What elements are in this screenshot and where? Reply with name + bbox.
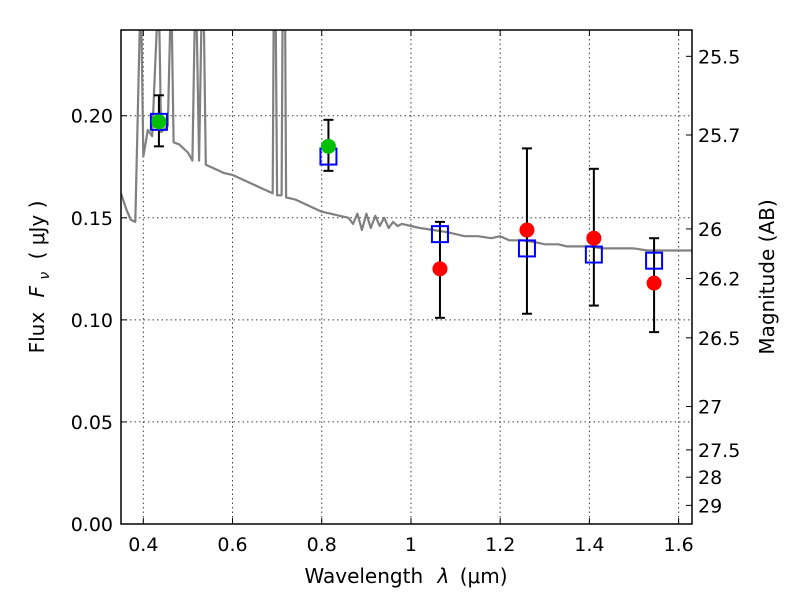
model-flux-square xyxy=(584,245,603,264)
tick-layer: 0.4 0.6 0.8 1 1.2 1.4 1.6 0.00 0.05 0.10 0.15 0.20 2… xyxy=(71,30,740,556)
model-flux-square xyxy=(517,239,536,258)
magnitude-tick-label: 25.7 xyxy=(698,125,740,147)
x-tick-label: 1.2 xyxy=(485,534,515,556)
x-tick-label: 0.6 xyxy=(217,534,247,556)
magnitude-tick-label: 28 xyxy=(698,467,722,489)
plot-frame xyxy=(120,29,693,525)
observed-flux-point xyxy=(432,261,448,277)
observed-flux-point xyxy=(151,114,167,130)
x-tick-label: 0.4 xyxy=(128,534,158,556)
x-tick-label: 1.6 xyxy=(664,534,694,556)
y-tick-label: 0.10 xyxy=(71,310,113,332)
y-axis-label: Flux F ν ( μJy ) xyxy=(25,201,54,354)
magnitude-tick-label: 26 xyxy=(698,219,722,241)
magnitude-tick-label: 25.5 xyxy=(698,46,740,68)
model-flux-square xyxy=(645,251,664,270)
observed-flux-point xyxy=(586,230,602,246)
magnitude-tick-label: 27.5 xyxy=(698,440,740,462)
x-tick-label: 0.8 xyxy=(307,534,337,556)
y-tick-label: 0.05 xyxy=(71,412,113,434)
observed-flux-point xyxy=(519,222,535,238)
x-tick-label: 1.4 xyxy=(574,534,604,556)
magnitude-tick-label: 26.2 xyxy=(698,269,740,291)
observed-flux-point xyxy=(320,138,336,154)
y2-axis-label: Magnitude (AB) xyxy=(755,199,779,354)
x-tick-label: 1 xyxy=(405,534,417,556)
model-flux-layer xyxy=(149,112,664,270)
y-tick-label: 0.15 xyxy=(71,208,113,230)
model-flux-square xyxy=(430,225,449,244)
magnitude-tick-label: 29 xyxy=(698,495,722,517)
y-tick-label: 0.00 xyxy=(71,514,113,536)
observed-flux-layer xyxy=(151,114,662,291)
model-flux-square xyxy=(149,112,168,131)
plot-area xyxy=(121,30,692,334)
y-tick-label: 0.20 xyxy=(71,106,113,128)
magnitude-tick-label: 26.5 xyxy=(698,328,740,350)
x-axis-label: Wavelength λ (μm) xyxy=(304,564,507,588)
grid-layer xyxy=(121,30,692,525)
errorbar-layer xyxy=(153,94,660,334)
observed-flux-point xyxy=(646,275,662,291)
magnitude-tick-label: 27 xyxy=(698,397,722,419)
